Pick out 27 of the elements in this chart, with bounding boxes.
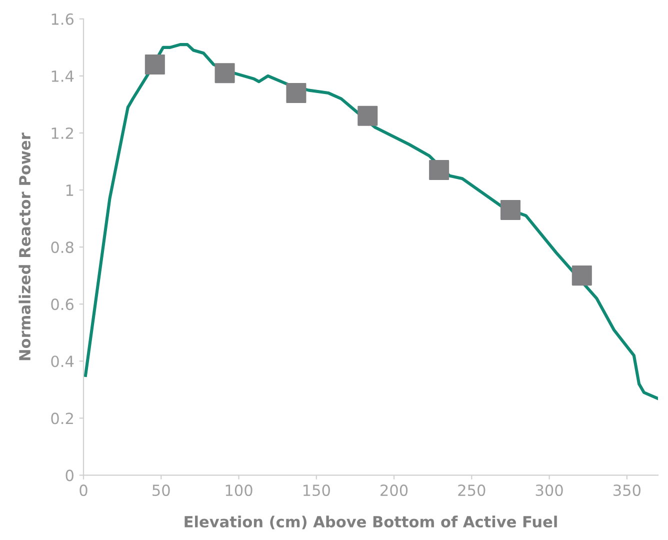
y-tick-label: 0 [66,470,74,482]
x-tick-label: 250 [458,484,486,496]
point [500,200,520,220]
point [286,83,306,104]
point [144,54,165,75]
point [429,160,450,180]
x-tick-label: 150 [303,484,330,496]
y-tick-label: 0.4 [51,356,74,368]
x-tick-label: 200 [380,484,408,496]
x-tick-label: 0 [80,484,88,496]
y-tick-label: 0.6 [51,298,74,310]
x-tick-label: 50 [152,484,170,496]
x-tick-label: 350 [614,484,640,496]
y-tick-label: 0.8 [51,242,74,254]
y-tick-label: 0.2 [51,412,73,424]
line-series [84,43,658,400]
y-tick-label: 1.6 [52,13,74,25]
y-tick-label: 1.4 [52,70,74,82]
x-axis-title: Elevation (cm) Above Bottom of Active Fuel [184,516,557,530]
point [358,106,378,126]
x-tick-label: 300 [536,484,563,496]
y-tick-label: 1 [66,184,74,196]
y-tick-label: 1.2 [52,127,73,139]
y-axis-title: Normalized Reactor Power [18,132,31,360]
point [572,266,592,286]
x-tick-label: 100 [226,484,252,496]
point [214,63,235,84]
